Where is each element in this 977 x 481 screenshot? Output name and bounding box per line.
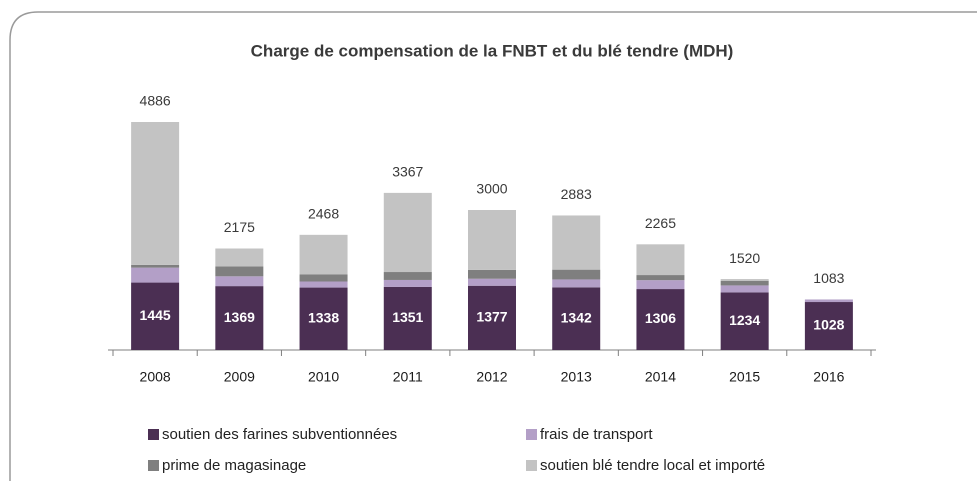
bar-segment (720, 285, 769, 293)
segment-label: 1377 (476, 309, 507, 325)
total-label: 3367 (392, 164, 423, 180)
bar-segment (552, 215, 601, 270)
legend-label: soutien des farines subventionnées (162, 426, 397, 443)
x-tick-label: 2011 (393, 369, 423, 385)
bar-segment (720, 280, 769, 286)
bar-segment (636, 289, 685, 350)
frame (9, 11, 977, 481)
bar-segment (383, 192, 432, 273)
segment-label: 1342 (561, 309, 592, 325)
bar-segment (804, 302, 853, 350)
segment-label: 1369 (224, 309, 255, 325)
chart-title: Charge de compensation de la FNBT et du … (251, 41, 734, 60)
x-tick-label: 2015 (729, 369, 760, 385)
bar-segment (468, 278, 516, 286)
segment-label: 1234 (729, 312, 760, 328)
bar-segment (552, 287, 601, 350)
bar-segment (215, 276, 264, 287)
segment-label: 1445 (140, 307, 171, 323)
legend-label: prime de magasinage (162, 457, 306, 474)
bar-segment (636, 280, 685, 290)
total-label: 2265 (645, 215, 676, 231)
x-tick-label: 2010 (308, 369, 339, 385)
bar-segment (299, 274, 348, 282)
bar-segment (468, 269, 516, 279)
bar-segment (131, 122, 180, 265)
bar-segment (215, 248, 264, 267)
bar-segment (215, 286, 264, 350)
segment-label: 1338 (308, 309, 339, 325)
legend-swatch (148, 429, 159, 440)
bar-segment (468, 210, 516, 270)
x-tick-label: 2016 (813, 369, 844, 385)
bar-segment (215, 266, 264, 277)
x-tick-label: 2009 (224, 369, 255, 385)
total-label: 2883 (561, 186, 592, 202)
total-label: 2175 (224, 219, 255, 235)
legend-swatch (526, 460, 537, 471)
bar-segment (720, 279, 769, 281)
segment-label: 1306 (645, 310, 676, 326)
bar-segment (720, 292, 769, 350)
legend-swatch (148, 460, 159, 471)
bar-segment (636, 275, 685, 281)
bar-segment (131, 267, 180, 283)
total-label: 3000 (476, 181, 507, 197)
bar-segment (299, 234, 348, 275)
bar-segment (552, 279, 601, 288)
total-label: 4886 (140, 93, 171, 109)
bar-segment (552, 269, 601, 280)
bar-segment (804, 299, 853, 303)
total-label: 1083 (813, 270, 844, 286)
segment-label: 1028 (813, 317, 844, 333)
bar-segment (468, 285, 516, 350)
x-tick-label: 2012 (476, 369, 507, 385)
bar-segment (636, 244, 685, 276)
bar-segment (383, 286, 432, 350)
bar-segment (383, 279, 432, 287)
bar-segment (131, 264, 180, 268)
legend-label: frais de transport (540, 426, 653, 443)
x-tick-label: 2014 (645, 369, 676, 385)
x-tick-label: 2008 (140, 369, 171, 385)
total-label: 1520 (729, 250, 760, 266)
bar-segment (299, 281, 348, 288)
segment-label: 1351 (392, 309, 423, 325)
total-label: 2468 (308, 206, 339, 222)
bar-segment (383, 272, 432, 280)
x-tick-label: 2013 (561, 369, 592, 385)
bar-segment (131, 282, 180, 350)
legend-swatch (526, 429, 537, 440)
legend-label: soutien blé tendre local et importé (540, 457, 765, 474)
bar-segment (299, 287, 348, 350)
